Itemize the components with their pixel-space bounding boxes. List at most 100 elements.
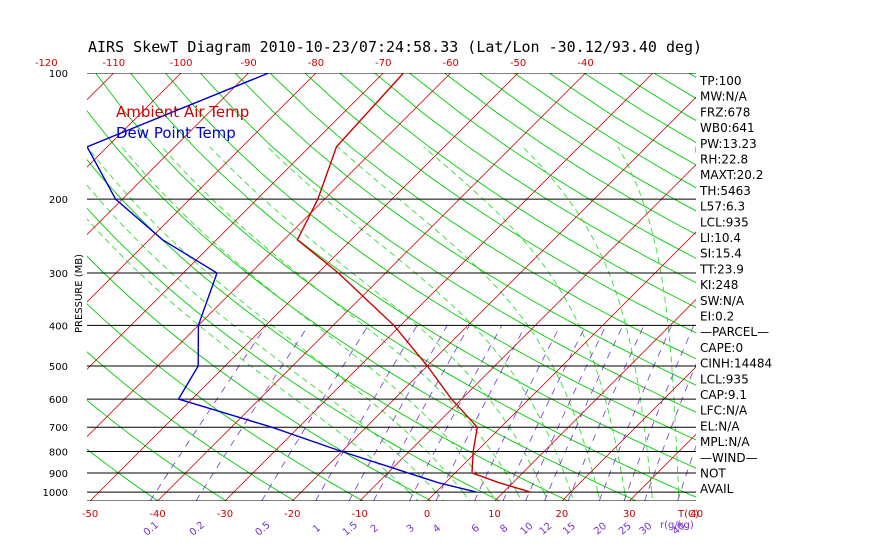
isotherms (87, 73, 696, 501)
dry-adiabat (87, 255, 432, 501)
dry-adiabat (758, 73, 870, 501)
dry-adiabat (87, 351, 296, 501)
pressure-tick-label: 200 (49, 195, 68, 206)
moist-adiabat (423, 146, 626, 493)
isotherm-line (87, 73, 182, 168)
dry-adiabat (87, 207, 501, 501)
y-axis-label: PRESSURE (MB) (74, 254, 85, 333)
bottom-temp-tick-label: -40 (149, 509, 165, 520)
stats-entry: LI:10.4 (700, 231, 741, 245)
top-temperature-axis: -120 -110 -100 -90 -80 -70 -60 -50 -40 (35, 58, 594, 69)
moist-adiabat (87, 184, 437, 493)
bottom-temp-tick-label: 20 (556, 509, 569, 520)
stats-entry: MAXT:20.2 (700, 168, 763, 182)
mixing-ratio-line (525, 325, 607, 501)
mixing-ratio-tick-label: 0.1 (142, 520, 161, 539)
moist-adiabat (651, 492, 654, 501)
legend-dew-point-temp: Dew Point Temp (116, 124, 236, 142)
plot-area (87, 73, 870, 501)
stats-entry: L57:6.3 (700, 200, 745, 214)
pressure-tick-label: 500 (49, 362, 68, 373)
stats-entry: NOT (700, 467, 726, 481)
bottom-temperature-axis: -50 -40 -30 -20 -10 0 10 20 30 40 (82, 509, 703, 520)
mixing-ratio-tick-label: 1.5 (341, 520, 360, 539)
pressure-tick-label: 700 (49, 423, 68, 434)
mixing-ratio-tick-label: 4 (431, 523, 443, 536)
moist-adiabat (543, 491, 549, 501)
dew-point-temp-line (87, 73, 477, 493)
isotherm-line (494, 298, 696, 501)
mixing-ratio-tick-label: 2 (369, 523, 381, 536)
mixing-ratio-line (567, 325, 645, 501)
isotherm-line (224, 73, 654, 501)
moist-adiabat (522, 146, 653, 493)
mixing-ratio-line (435, 325, 526, 501)
mixing-ratio-line (544, 325, 624, 501)
mixing-ratio-tick-label: 15 (561, 521, 578, 538)
pressure-tick-label: 100 (49, 69, 68, 80)
mixing-ratio-tick-label: 0.5 (253, 520, 272, 539)
isotherm-line (561, 366, 696, 501)
isotherm-line (359, 164, 696, 501)
isotherm-line (89, 73, 519, 501)
dry-adiabat (828, 73, 870, 501)
stats-entry: —WIND— (700, 451, 758, 465)
moist-adiabat (87, 218, 410, 493)
top-temp-tick-label: -80 (308, 58, 324, 69)
mixing-ratio-tick-label: 25 (617, 521, 634, 538)
bottom-temp-tick-label: 0 (424, 509, 430, 520)
mixing-ratio-tick-label: 3 (405, 523, 417, 536)
isotherm-line (87, 73, 115, 101)
mixing-ratio-line (373, 325, 470, 501)
pressure-tick-label: 1000 (43, 488, 68, 499)
moist-adiabat (570, 491, 575, 501)
isotherm-line (87, 73, 384, 370)
mixing-ratio-unit-label: r(g/kg) (660, 520, 694, 531)
moist-adiabat (597, 492, 601, 501)
isotherm-line (157, 73, 586, 501)
isotherm-line (292, 96, 696, 501)
stats-entry: LFC:N/A (700, 404, 748, 418)
mixing-ratio-tick-label: 20 (592, 521, 609, 538)
mixing-ratio-line (261, 325, 369, 501)
top-temp-tick-label: -70 (375, 58, 391, 69)
isotherm-line (87, 73, 452, 438)
top-temp-tick-label: -120 (35, 58, 58, 69)
top-temp-tick-label: -100 (170, 58, 193, 69)
stats-entry: TH:5463 (699, 184, 751, 198)
chart-title: AIRS SkewT Diagram 2010-10-23/07:24:58.3… (88, 38, 702, 56)
mixing-ratio-axis: 0.1 0.2 0.5 1 1.5 2 3 4 6 8 10 12 15 20 25 30 40 (142, 520, 688, 539)
stats-entry: CAP:9.1 (700, 388, 747, 402)
stats-entry: LCL:935 (700, 372, 749, 386)
mixing-ratio-tick-label: 0.2 (188, 520, 207, 539)
moist-adiabats (87, 146, 696, 501)
bottom-temp-tick-label: 30 (623, 509, 636, 520)
mixing-ratio-line (315, 325, 418, 501)
bottom-temp-tick-label: 40 (690, 509, 703, 520)
mixing-ratio-line (623, 325, 695, 501)
mixing-ratio-line (149, 325, 267, 501)
dry-adiabat (199, 73, 696, 413)
dry-adiabat (304, 73, 696, 334)
mixing-ratio-line (409, 325, 503, 501)
stats-entry: SW:N/A (700, 294, 745, 308)
dry-adiabat (234, 73, 696, 386)
dry-adiabat (513, 73, 696, 189)
mixing-ratio-line (502, 325, 587, 501)
stats-entry: —PARCEL— (700, 325, 769, 339)
stats-entry: LCL:935 (700, 215, 749, 229)
dry-adiabat (444, 73, 696, 235)
moist-adiabat (489, 491, 497, 501)
moist-adiabat (121, 146, 491, 493)
dry-adiabat (87, 158, 569, 501)
pressure-tick-label: 600 (49, 395, 68, 406)
moist-adiabat (516, 491, 523, 501)
moist-adiabat (87, 146, 464, 493)
pressure-tick-label: 900 (49, 469, 68, 480)
mixing-ratio-line (644, 363, 696, 501)
stats-entry: MPL:N/A (700, 435, 750, 449)
mixing-ratio-tick-label: 8 (498, 523, 510, 536)
mixing-ratio-tick-label: 1 (311, 523, 323, 536)
dry-adiabat (95, 73, 696, 498)
stats-entry: TP:100 (699, 74, 742, 88)
